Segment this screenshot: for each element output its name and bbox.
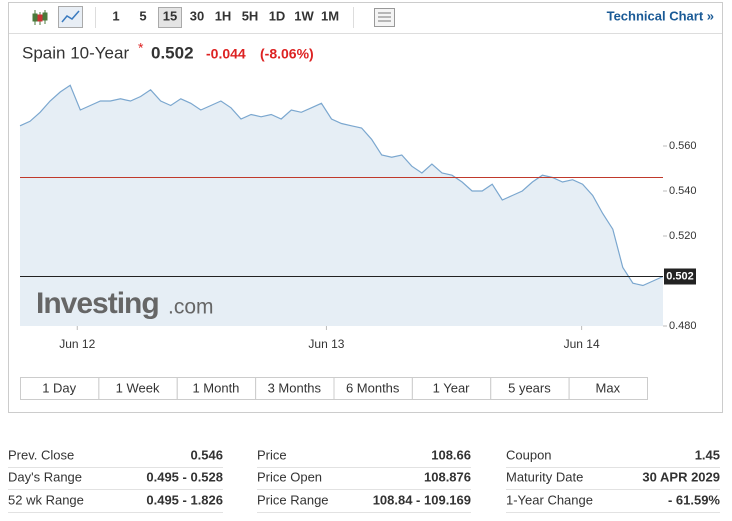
technical-chart-link[interactable]: Technical Chart »	[607, 8, 714, 23]
stat-label: Price Open	[257, 469, 322, 484]
interval-button[interactable]: 1D	[269, 8, 286, 23]
stat-label: 52 wk Range	[8, 492, 84, 507]
range-label[interactable]: 5 years	[508, 380, 551, 395]
stat-value: 0.546	[190, 447, 223, 462]
stat-label: Maturity Date	[506, 469, 583, 484]
range-label[interactable]: 1 Month	[192, 380, 239, 395]
stat-value: 108.84 - 109.169	[373, 492, 471, 507]
candle-icon[interactable]	[32, 10, 48, 25]
watermark: Investing	[36, 287, 159, 320]
y-tick-label: 0.560	[669, 140, 697, 152]
range-label[interactable]: 3 Months	[268, 380, 322, 395]
interval-button[interactable]: 1H	[215, 8, 232, 23]
x-tick-label: Jun 14	[564, 337, 600, 351]
y-tick-label: 0.540	[669, 185, 697, 197]
stat-value: 108.876	[424, 469, 471, 484]
y-tick-label: 0.480	[669, 320, 697, 332]
line-chart-icon[interactable]	[58, 6, 83, 28]
range-label[interactable]: Max	[596, 380, 621, 395]
stat-value: 30 APR 2029	[642, 469, 720, 484]
stat-label: Prev. Close	[8, 447, 74, 462]
instrument-name: Spain 10-Year	[22, 43, 129, 62]
price: 0.502	[151, 43, 194, 62]
range-label[interactable]: 1 Year	[433, 380, 471, 395]
change-percent: (-8.06%)	[260, 46, 314, 62]
range-label[interactable]: 6 Months	[346, 380, 400, 395]
price-tag-label: 0.502	[666, 270, 694, 282]
price-line	[19, 84, 664, 287]
stat-value: - 61.59%	[668, 492, 720, 507]
range-button[interactable]	[568, 377, 648, 400]
y-tick-label: 0.520	[669, 230, 697, 242]
area	[20, 85, 663, 326]
interval-button[interactable]: 1	[112, 8, 119, 23]
stat-label: 1-Year Change	[506, 492, 593, 507]
interval-button[interactable]: 30	[190, 8, 204, 23]
stat-value: 108.66	[431, 447, 471, 462]
interval-button[interactable]: 5	[139, 8, 146, 23]
range-label[interactable]: 1 Week	[116, 380, 160, 395]
chart: Investing .com 0.502 0.480 0.520 0.540 0.560 Ju…	[19, 84, 697, 351]
stat-label: Price	[257, 447, 287, 462]
stat-label: Price Range	[257, 492, 329, 507]
stat-value: 0.495 - 0.528	[146, 469, 223, 484]
price-tag	[664, 268, 696, 285]
x-tick-label: Jun 13	[308, 337, 344, 351]
interval-button[interactable]: 5H	[242, 8, 259, 23]
x-tick-label: Jun 12	[59, 337, 95, 351]
stat-value: 1.45	[695, 447, 720, 462]
stat-label: Day's Range	[8, 469, 82, 484]
watermark-suffix: .com	[168, 296, 214, 319]
change: -0.044	[206, 46, 246, 62]
stat-label: Coupon	[506, 447, 552, 462]
stat-value: 0.495 - 1.826	[146, 492, 223, 507]
interval-button[interactable]: 15	[163, 8, 177, 23]
table-icon[interactable]	[374, 8, 395, 27]
range-label[interactable]: 1 Day	[42, 380, 76, 395]
delay-marker: *	[138, 40, 144, 56]
active-interval-bg[interactable]	[158, 7, 182, 28]
interval-button[interactable]: 1M	[321, 8, 339, 23]
controls: 1 Day 1 Week 1 Month 3 Months 6 Months 1 Year…	[8, 377, 720, 513]
interval-button[interactable]: 1W	[294, 8, 314, 23]
